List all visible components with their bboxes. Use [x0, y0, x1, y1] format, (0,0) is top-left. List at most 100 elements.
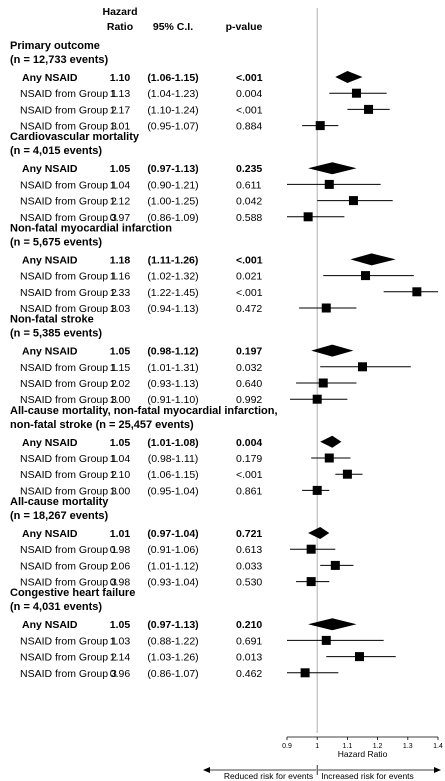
hazard-ratio-value: 0.98: [110, 577, 131, 589]
row-label: NSAID from Group 3: [20, 394, 117, 406]
p-value: <.001: [236, 104, 263, 116]
p-value: 0.179: [236, 453, 262, 465]
ci-value: (1.04-1.23): [147, 88, 198, 100]
section-title: Non-fatal stroke: [10, 314, 94, 326]
p-value: 0.588: [236, 212, 262, 224]
outcome-section: All-cause mortality (n = 18,267 events) An…: [10, 496, 354, 589]
ci-value: (0.95-1.07): [147, 121, 198, 133]
row-label: NSAID from Group 2: [20, 287, 117, 299]
p-value: <.001: [236, 72, 263, 84]
row-label: NSAID from Group 3: [20, 668, 117, 680]
summary-diamond: [308, 162, 357, 175]
hazard-ratio-value: 1.10: [110, 469, 131, 481]
p-value: 0.462: [236, 668, 262, 680]
hazard-ratio-value: 1.05: [110, 163, 131, 175]
hazard-ratio-value: 1.04: [110, 179, 131, 191]
hazard-ratio-value: 1.00: [110, 394, 131, 406]
point-estimate-square: [324, 453, 334, 463]
p-value: 0.013: [236, 652, 262, 664]
hazard-ratio-value: 0.96: [110, 668, 131, 680]
section-title: (n = 4,031 events): [10, 601, 102, 613]
ci-value: (1.06-1.15): [147, 469, 198, 481]
summary-diamond: [335, 71, 363, 83]
outcome-section: Non-fatal myocardial infarction (n = 5,67…: [10, 222, 438, 315]
point-estimate-square: [315, 121, 325, 131]
hazard-ratio-value: 0.97: [110, 212, 131, 224]
row-label: NSAID from Group 2: [20, 378, 117, 390]
ci-value: (0.95-1.04): [147, 485, 198, 497]
point-estimate-square: [306, 577, 316, 587]
hazard-ratio-value: 1.17: [110, 104, 131, 116]
section-title: Non-fatal myocardial infarction: [10, 222, 172, 234]
summary-diamond: [308, 527, 330, 539]
ci-value: (0.90-1.21): [147, 179, 198, 191]
p-value: 0.472: [236, 303, 262, 315]
hazard-ratio-value: 1.03: [110, 635, 131, 647]
row-label: NSAID from Group 3: [20, 577, 117, 589]
outcome-section: Primary outcome (n = 12,733 events) Any NS…: [10, 40, 390, 133]
reduced-risk-label: Reduced risk for events: [224, 771, 313, 781]
outcome-section: All-cause mortality, non-fatal myocardia…: [10, 405, 363, 497]
point-estimate-square: [342, 469, 352, 479]
p-value: 0.033: [236, 560, 262, 572]
row-label: NSAID from Group 1: [20, 271, 117, 283]
hazard-ratio-value: 1.02: [110, 378, 131, 390]
point-estimate-square: [361, 271, 371, 281]
p-value: 0.032: [236, 362, 262, 374]
ci-value: (0.91-1.10): [147, 394, 198, 406]
p-value: 0.197: [236, 346, 262, 358]
row-label: NSAID from Group 3: [20, 303, 117, 315]
hazard-ratio-value: 1.01: [110, 121, 131, 133]
point-estimate-square: [354, 652, 364, 662]
x-tick-label: 1.1: [343, 743, 353, 750]
point-estimate-square: [364, 104, 374, 114]
x-axis-label: Hazard Ratio: [338, 749, 388, 759]
p-value-header: p-value: [226, 21, 263, 33]
hazard-ratio-header-line1: Hazard: [102, 6, 137, 18]
hazard-ratio-value: 1.10: [110, 72, 131, 84]
row-label: NSAID from Group 2: [20, 560, 117, 572]
hazard-ratio-value: 1.15: [110, 362, 131, 374]
p-value: 0.530: [236, 577, 262, 589]
section-title: (n = 12,733 events): [10, 54, 108, 66]
ci-value: (0.97-1.13): [147, 619, 198, 631]
row-label: Any NSAID: [22, 163, 78, 175]
row-label: Any NSAID: [22, 528, 78, 540]
section-title: All-cause mortality: [10, 496, 109, 508]
row-label: NSAID from Group 1: [20, 453, 117, 465]
hazard-ratio-value: 1.13: [110, 88, 131, 100]
summary-diamond: [311, 344, 354, 357]
right-arrow-icon: [434, 767, 441, 773]
row-label: NSAID from Group 2: [20, 469, 117, 481]
row-label: Any NSAID: [22, 437, 78, 449]
hazard-ratio-value: 1.06: [110, 560, 131, 572]
section-title: All-cause mortality, non-fatal myocardia…: [10, 405, 278, 417]
point-estimate-square: [312, 485, 322, 495]
x-tick-label: 1.3: [403, 743, 413, 750]
section-title: Primary outcome: [10, 40, 100, 52]
ci-value: (1.01-1.08): [147, 437, 198, 449]
point-estimate-square: [412, 287, 422, 297]
p-value: 0.004: [236, 437, 262, 449]
p-value: 0.210: [236, 619, 262, 631]
ci-value: (0.94-1.13): [147, 303, 198, 315]
p-value: 0.861: [236, 485, 262, 497]
outcome-section: Non-fatal stroke (n = 5,385 events) Any NS…: [10, 314, 411, 406]
ci-value: (0.91-1.06): [147, 544, 198, 556]
section-title: (n = 18,267 events): [10, 510, 108, 522]
point-estimate-square: [312, 394, 322, 404]
p-value: 0.613: [236, 544, 262, 556]
point-estimate-square: [351, 88, 361, 98]
summary-diamond: [320, 435, 342, 448]
point-estimate-square: [318, 378, 328, 388]
p-value: 0.235: [236, 163, 262, 175]
row-label: NSAID from Group 3: [20, 212, 117, 224]
row-label: Any NSAID: [22, 346, 78, 358]
p-value: 0.691: [236, 635, 262, 647]
p-value: 0.721: [236, 528, 262, 540]
hazard-ratio-value: 1.18: [110, 254, 131, 266]
point-estimate-square: [348, 196, 358, 206]
ci-value: (0.86-1.09): [147, 212, 198, 224]
ci-value: (0.98-1.11): [148, 453, 199, 465]
point-estimate-square: [306, 544, 316, 554]
